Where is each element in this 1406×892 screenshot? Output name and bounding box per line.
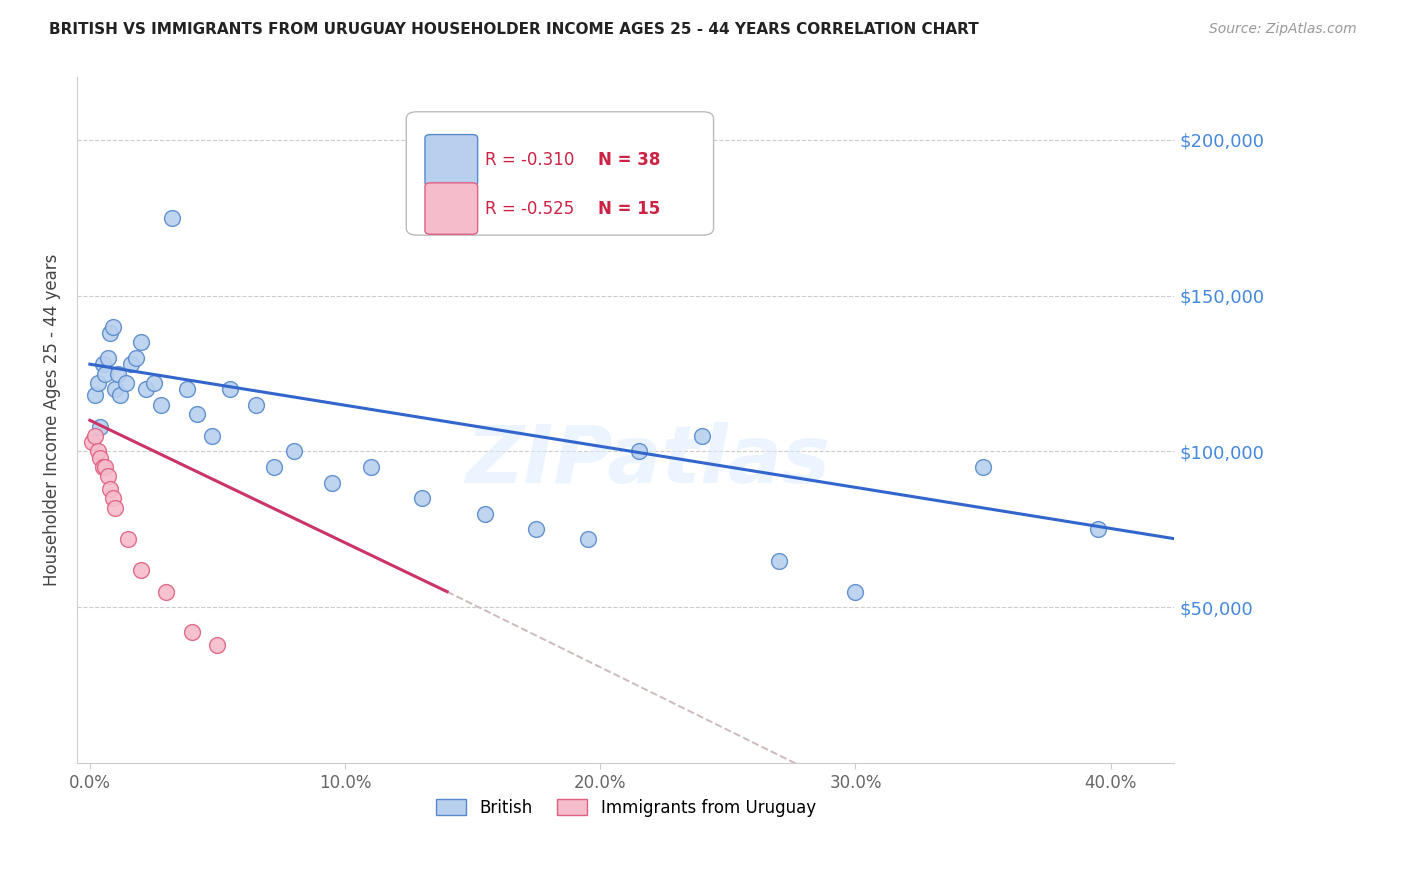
Point [101,319,124,334]
FancyBboxPatch shape [406,112,714,235]
Point [181,625,204,640]
Point [160,211,183,225]
Point [283,444,305,458]
Point [129,335,152,350]
Point [135,382,157,396]
Point [110,388,132,402]
Point [627,444,650,458]
Point [768,553,790,567]
Point [84,429,107,443]
Point [474,507,496,521]
Point [129,563,152,577]
Point [245,398,267,412]
Point [94,460,117,475]
Point [844,584,866,599]
Point [120,357,142,371]
Text: N = 15: N = 15 [599,200,661,218]
Point [411,491,433,506]
Point [576,532,599,546]
Legend: British, Immigrants from Uruguay: British, Immigrants from Uruguay [429,792,823,823]
FancyBboxPatch shape [425,183,478,235]
Point [98,326,121,340]
Text: R = -0.310: R = -0.310 [485,152,575,169]
Point [86,444,108,458]
Point [207,638,229,652]
Point [104,500,127,515]
Point [692,429,714,443]
Point [101,491,124,506]
Y-axis label: Householder Income Ages 25 - 44 years: Householder Income Ages 25 - 44 years [44,254,60,586]
Point [117,532,139,546]
Text: ZIPatlas: ZIPatlas [465,423,830,500]
Point [155,584,177,599]
Text: N = 38: N = 38 [599,152,661,169]
Point [201,429,224,443]
Point [142,376,165,390]
Point [89,419,111,434]
Text: R = -0.525: R = -0.525 [485,200,575,218]
Point [219,382,242,396]
Point [360,460,382,475]
Point [104,382,127,396]
Point [98,482,121,496]
Point [91,460,114,475]
Point [94,367,117,381]
Point [84,388,107,402]
Point [150,398,173,412]
FancyBboxPatch shape [425,135,478,186]
Point [1087,522,1109,536]
Text: BRITISH VS IMMIGRANTS FROM URUGUAY HOUSEHOLDER INCOME AGES 25 - 44 YEARS CORRELA: BRITISH VS IMMIGRANTS FROM URUGUAY HOUSE… [49,22,979,37]
Point [82,435,104,450]
Point [526,522,548,536]
Text: Source: ZipAtlas.com: Source: ZipAtlas.com [1209,22,1357,37]
Point [263,460,285,475]
Point [97,351,120,365]
Point [186,407,208,421]
Point [972,460,994,475]
Point [97,469,120,483]
Point [321,475,343,490]
Point [176,382,198,396]
Point [107,367,129,381]
Point [89,450,111,465]
Point [125,351,148,365]
Point [114,376,136,390]
Point [91,357,114,371]
Point [86,376,108,390]
